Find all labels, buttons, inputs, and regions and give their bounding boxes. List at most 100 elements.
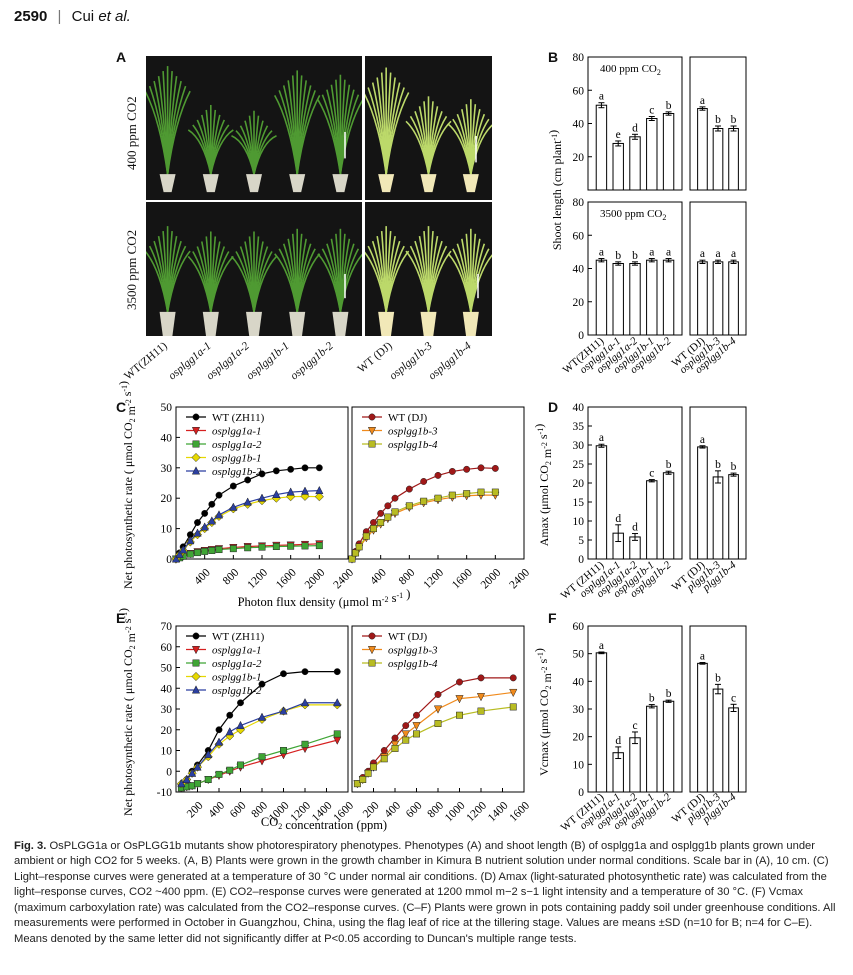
bar — [612, 263, 624, 336]
bar — [662, 113, 675, 191]
significance-letter: a — [700, 95, 705, 107]
data-point — [477, 707, 485, 715]
page-number: 2590 — [14, 8, 48, 25]
data-point — [413, 730, 420, 738]
x-tick-label: 800 — [397, 566, 418, 587]
significance-letter: a — [731, 248, 736, 260]
data-point — [188, 768, 197, 777]
data-point — [491, 488, 499, 496]
significance-letter: d — [632, 522, 638, 534]
x-tick-label: 600 — [228, 799, 249, 820]
plot-frame — [351, 406, 525, 560]
data-point — [182, 774, 191, 783]
caption-label: Fig. 3. — [14, 840, 47, 852]
x-tick-label: 1200 — [464, 799, 489, 824]
data-point — [377, 509, 385, 517]
panel-letter-f: F — [548, 610, 557, 626]
significance-letter: c — [649, 468, 654, 480]
rice-plant — [447, 99, 492, 193]
data-point — [204, 776, 212, 783]
bar — [728, 707, 739, 793]
bar — [712, 127, 724, 191]
plot-frame — [175, 406, 349, 560]
bar — [728, 127, 739, 191]
rice-plant — [317, 228, 362, 336]
bar — [595, 259, 608, 336]
x-tick-label: 400 — [192, 566, 213, 587]
data-point — [287, 465, 295, 473]
data-point — [367, 646, 377, 655]
significance-letter: a — [700, 651, 705, 663]
significance-letter: b — [715, 459, 721, 471]
data-point — [214, 510, 224, 519]
data-point — [333, 668, 341, 676]
data-point — [448, 491, 456, 499]
authors-prefix: Cui — [71, 8, 99, 25]
data-point — [391, 508, 399, 516]
y-tick-label: 60 — [573, 621, 585, 633]
bar — [629, 737, 641, 793]
panel-letter-d: D — [548, 399, 559, 415]
panel-letter-e: E — [116, 610, 126, 626]
page-header: 2590 | Cui et al. — [14, 8, 131, 25]
data-point — [192, 440, 200, 448]
y-tick-label: 20 — [161, 493, 173, 505]
data-point — [191, 671, 201, 682]
series-line — [181, 702, 338, 785]
x-tick-label: 2000 — [303, 566, 328, 591]
series-line — [357, 706, 514, 785]
data-point — [405, 502, 413, 510]
bar — [646, 480, 658, 560]
legend-label: osplgg1b-1 — [212, 672, 262, 684]
y-tick-label: 0 — [578, 330, 584, 342]
photo-a-tl — [146, 56, 362, 200]
data-point — [301, 668, 309, 676]
rice-plant — [447, 228, 492, 336]
y-tick-label: 15 — [573, 497, 585, 509]
bar — [728, 474, 739, 560]
data-point — [315, 485, 324, 495]
significance-letter: a — [715, 248, 720, 260]
significance-letter: c — [731, 692, 736, 704]
data-point — [491, 464, 499, 472]
y-tick-label: 20 — [161, 725, 173, 737]
y-tick-label: 0 — [166, 554, 172, 566]
significance-letter: a — [649, 247, 654, 259]
legend-label: osplgg1a-2 — [212, 658, 262, 670]
data-point — [368, 632, 376, 640]
legend-label: WT (DJ) — [388, 412, 428, 424]
y-tick-label: 10 — [161, 524, 173, 536]
rice-plant — [274, 70, 321, 193]
data-point — [193, 762, 202, 771]
rice-plant — [365, 226, 410, 336]
data-point — [257, 493, 267, 502]
legend-label: osplgg1a-1 — [212, 645, 262, 657]
bar — [629, 263, 641, 336]
data-point — [229, 482, 237, 490]
significance-letter: a — [700, 248, 705, 260]
significance-letter: b — [632, 250, 638, 262]
x-tick-label: 1600 — [450, 566, 475, 591]
legend-label: WT (ZH11) — [212, 412, 265, 424]
data-point — [384, 513, 392, 521]
legend-label: osplgg1b-4 — [388, 658, 438, 670]
data-point — [448, 467, 456, 475]
data-point — [175, 549, 184, 558]
rice-plant — [230, 231, 278, 336]
data-point — [192, 632, 200, 640]
data-point — [333, 730, 341, 738]
data-point — [258, 753, 266, 761]
data-point — [272, 467, 280, 475]
data-point — [192, 413, 200, 421]
caption-text: OsPLGG1a or OsPLGG1b mutants show photor… — [14, 840, 836, 945]
data-point — [200, 522, 209, 531]
significance-letter: a — [599, 640, 604, 652]
data-point — [509, 703, 517, 711]
x-tick-label: 200 — [185, 799, 206, 820]
data-point — [244, 476, 252, 484]
c-xlabel: Photon flux density (μmol m-2 s-1 ) — [238, 587, 411, 609]
data-point — [226, 711, 234, 719]
y-tick-label: 70 — [161, 621, 173, 633]
bar — [595, 445, 608, 560]
significance-letter: b — [715, 672, 721, 684]
